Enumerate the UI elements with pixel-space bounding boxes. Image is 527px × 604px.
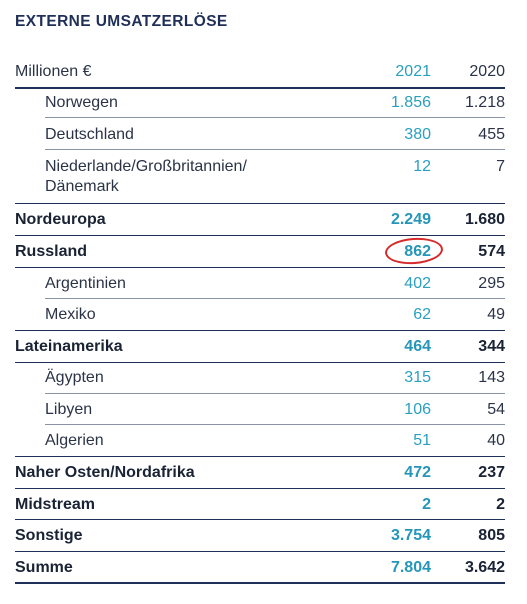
- row-label: Mexiko: [45, 306, 96, 323]
- value-2021: 106: [404, 401, 431, 418]
- value-2020: 237: [478, 464, 505, 481]
- row-label-line-1: Niederlande/Großbritannien/: [45, 158, 247, 175]
- value-2020: 344: [478, 338, 505, 355]
- row-label: Midstream: [15, 496, 96, 513]
- table-bottom-border: [15, 582, 505, 584]
- value-2020: 7: [496, 158, 505, 175]
- value-2021: 380: [404, 126, 431, 143]
- value-2020: 295: [478, 275, 505, 292]
- row-label: Russland: [15, 243, 88, 260]
- value-2021: 472: [404, 464, 431, 481]
- row-divider: [45, 424, 505, 425]
- row-divider: [15, 235, 505, 236]
- row-label-line-2: Dänemark: [45, 178, 119, 195]
- row-divider: [45, 393, 505, 394]
- value-2020: 1.680: [464, 211, 505, 228]
- row-divider: [45, 298, 505, 299]
- row-label: Deutschland: [45, 126, 134, 143]
- value-2021: 862: [404, 243, 431, 260]
- column-header-2021: 2021: [395, 63, 431, 80]
- row-label: Libyen: [45, 401, 93, 418]
- value-2021: 3.754: [390, 527, 431, 544]
- row-divider: [45, 117, 505, 118]
- row-divider: [15, 362, 505, 363]
- value-2020: 40: [487, 432, 505, 449]
- value-2021: 2.249: [390, 211, 431, 228]
- row-divider: [15, 488, 505, 489]
- row-label: Norwegen: [45, 94, 118, 111]
- value-2020: 574: [478, 243, 505, 260]
- value-2020: 3.642: [464, 559, 505, 576]
- value-2021: 402: [404, 275, 431, 292]
- value-2020: 1.218: [464, 94, 505, 111]
- row-divider: [15, 330, 505, 331]
- row-divider: [15, 203, 505, 204]
- row-label: Niederlande/Großbritannien/ Dänemark: [45, 158, 247, 196]
- handdrawn-highlight-circle: [384, 236, 444, 266]
- row-divider: [15, 267, 505, 268]
- value-2020: 455: [478, 126, 505, 143]
- table-header: Millionen € 2021 2020: [15, 59, 505, 87]
- header-divider: [15, 87, 505, 89]
- value-2020: 143: [478, 369, 505, 386]
- value-2020: 805: [478, 527, 505, 544]
- row-divider: [15, 551, 505, 552]
- value-2021: 1.856: [390, 94, 431, 111]
- row-divider: [15, 519, 505, 520]
- row-label: Argentinien: [45, 275, 126, 292]
- value-2021: 464: [404, 338, 431, 355]
- row-label: Sonstige: [15, 527, 83, 544]
- row-label: Algerien: [45, 432, 104, 449]
- value-2021: 51: [413, 432, 431, 449]
- value-2020: 54: [487, 401, 505, 418]
- row-label: Summe: [15, 559, 73, 576]
- value-2020: 2: [496, 496, 505, 513]
- row-divider: [15, 456, 505, 457]
- value-2021: 315: [404, 369, 431, 386]
- row-label: Ägypten: [45, 369, 104, 386]
- value-2021: 2: [422, 496, 431, 513]
- row-label: Naher Osten/Nordafrika: [15, 464, 195, 481]
- row-label: Lateinamerika: [15, 338, 123, 355]
- value-2021: 12: [413, 158, 431, 175]
- column-header-2020: 2020: [469, 63, 505, 80]
- value-2021: 7.804: [390, 559, 431, 576]
- row-divider: [45, 149, 505, 150]
- value-2020: 49: [487, 306, 505, 323]
- value-2021: 62: [413, 306, 431, 323]
- table-title: EXTERNE UMSATZERLÖSE: [15, 13, 228, 30]
- row-label: Nordeuropa: [15, 211, 106, 228]
- unit-label: Millionen €: [15, 63, 92, 80]
